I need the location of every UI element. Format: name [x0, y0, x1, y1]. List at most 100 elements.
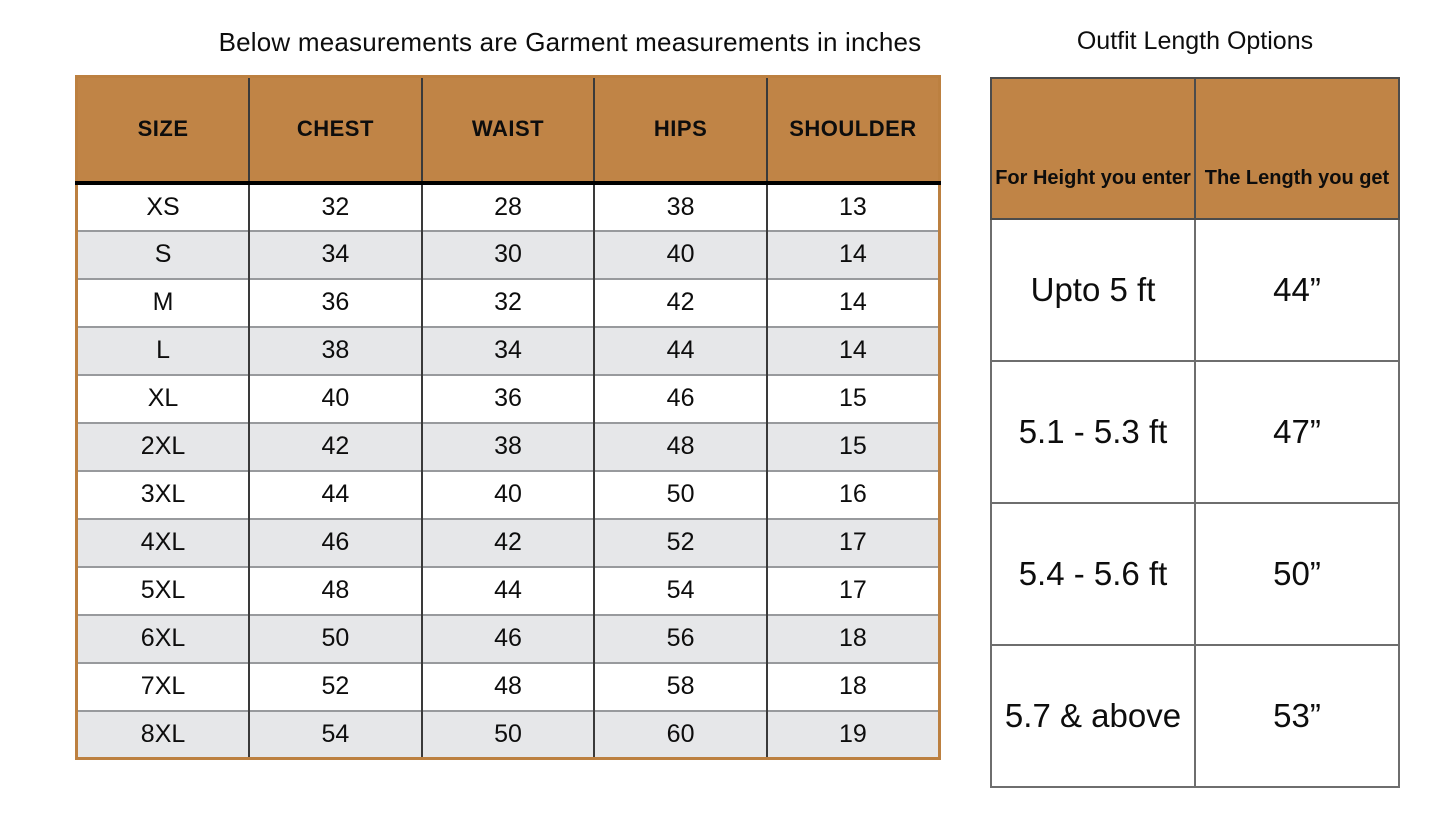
size-cell: 6XL	[76, 613, 250, 663]
column-header-height-you-enter: For Height you enter	[990, 77, 1196, 220]
garment-measurements-title: Below measurements are Garment measureme…	[218, 27, 922, 57]
hips-cell: 54	[593, 565, 767, 615]
waist-cell: 46	[420, 613, 595, 663]
length-table-row: 5.4 - 5.6 ft 50”	[990, 502, 1400, 646]
height-range-cell: 5.4 - 5.6 ft	[990, 502, 1196, 646]
shoulder-cell: 15	[765, 421, 940, 471]
chest-cell: 38	[248, 325, 422, 375]
waist-cell: 38	[420, 421, 595, 471]
chest-cell: 48	[248, 565, 422, 615]
shoulder-cell: 19	[765, 709, 940, 759]
shoulder-cell: 18	[765, 661, 940, 711]
height-range-cell: 5.1 - 5.3 ft	[990, 360, 1196, 504]
chest-cell: 46	[248, 517, 422, 567]
length-table-row: Upto 5 ft 44”	[990, 218, 1400, 362]
size-table-row: 5XL 48 44 54 17	[76, 565, 940, 615]
waist-cell: 34	[420, 325, 595, 375]
hips-cell: 58	[593, 661, 767, 711]
column-header-hips: HIPS	[593, 76, 767, 185]
chest-cell: 32	[248, 182, 422, 231]
shoulder-cell: 15	[765, 373, 940, 423]
shoulder-cell: 16	[765, 469, 940, 519]
size-table-header-row: SIZE CHEST WAIST HIPS SHOULDER	[76, 76, 940, 185]
shoulder-cell: 17	[765, 517, 940, 567]
shoulder-cell: 13	[765, 182, 940, 231]
size-table-row: 8XL 54 50 60 19	[76, 709, 940, 759]
waist-cell: 50	[420, 709, 595, 759]
waist-cell: 44	[420, 565, 595, 615]
chest-cell: 52	[248, 661, 422, 711]
length-value-cell: 44”	[1194, 218, 1400, 362]
waist-cell: 32	[420, 277, 595, 327]
hips-cell: 52	[593, 517, 767, 567]
size-cell: 2XL	[76, 421, 250, 471]
size-cell: 3XL	[76, 469, 250, 519]
size-table-row: S 34 30 40 14	[76, 229, 940, 279]
size-table-row: 4XL 46 42 52 17	[76, 517, 940, 567]
size-cell: XL	[76, 373, 250, 423]
column-header-chest: CHEST	[248, 76, 422, 185]
size-table-row: XL 40 36 46 15	[76, 373, 940, 423]
size-table-row: 2XL 42 38 48 15	[76, 421, 940, 471]
waist-cell: 42	[420, 517, 595, 567]
hips-cell: 42	[593, 277, 767, 327]
shoulder-cell: 14	[765, 229, 940, 279]
size-table-row: M 36 32 42 14	[76, 277, 940, 327]
size-table-row: 6XL 50 46 56 18	[76, 613, 940, 663]
waist-cell: 36	[420, 373, 595, 423]
length-table-header: For Height you enter The Length you get	[990, 77, 1400, 220]
height-range-cell: 5.7 & above	[990, 644, 1196, 788]
size-table-row: 7XL 52 48 58 18	[76, 661, 940, 711]
waist-cell: 28	[420, 182, 595, 231]
size-table-row: 3XL 44 40 50 16	[76, 469, 940, 519]
waist-cell: 30	[420, 229, 595, 279]
column-header-length-you-get: The Length you get	[1194, 77, 1400, 220]
length-table-body: Upto 5 ft 44” 5.1 - 5.3 ft 47” 5.4 - 5.6 ft 5…	[990, 218, 1400, 788]
size-cell: M	[76, 277, 250, 327]
hips-cell: 50	[593, 469, 767, 519]
shoulder-cell: 17	[765, 565, 940, 615]
hips-cell: 48	[593, 421, 767, 471]
shoulder-cell: 18	[765, 613, 940, 663]
size-table-row: L 38 34 44 14	[76, 325, 940, 375]
chest-cell: 54	[248, 709, 422, 759]
hips-cell: 38	[593, 182, 767, 231]
waist-cell: 40	[420, 469, 595, 519]
outfit-length-options-title: Outfit Length Options	[1076, 27, 1314, 55]
length-value-cell: 53”	[1194, 644, 1400, 788]
hips-cell: 60	[593, 709, 767, 759]
size-table-body: XS 32 28 38 13 S 34 30 40 14 M 36 32 42 14 L 38 34 44 14 XL 4…	[76, 182, 940, 759]
size-cell: 4XL	[76, 517, 250, 567]
size-cell: 7XL	[76, 661, 250, 711]
outfit-length-table: For Height you enter The Length you get …	[990, 77, 1400, 788]
chest-cell: 34	[248, 229, 422, 279]
chest-cell: 40	[248, 373, 422, 423]
chest-cell: 36	[248, 277, 422, 327]
length-value-cell: 50”	[1194, 502, 1400, 646]
chest-cell: 42	[248, 421, 422, 471]
shoulder-cell: 14	[765, 277, 940, 327]
size-cell: XS	[146, 192, 180, 221]
hips-cell: 44	[593, 325, 767, 375]
length-table-header-row: For Height you enter The Length you get	[990, 77, 1400, 220]
size-cell: L	[76, 325, 250, 375]
length-table-row: 5.1 - 5.3 ft 47”	[990, 360, 1400, 504]
height-range-cell: Upto 5 ft	[990, 218, 1196, 362]
hips-cell: 40	[593, 229, 767, 279]
size-table-header: SIZE CHEST WAIST HIPS SHOULDER	[76, 76, 940, 185]
size-measurements-table: SIZE CHEST WAIST HIPS SHOULDER XS 32 28 38 1…	[75, 75, 941, 760]
column-header-waist: WAIST	[420, 76, 595, 185]
size-cell: S	[76, 229, 250, 279]
size-table-row: XS 32 28 38 13	[76, 182, 940, 231]
column-header-shoulder: SHOULDER	[765, 76, 940, 185]
length-table-row: 5.7 & above 53”	[990, 644, 1400, 788]
size-cell: 8XL	[76, 709, 250, 759]
length-value-cell: 47”	[1194, 360, 1400, 504]
chest-cell: 44	[248, 469, 422, 519]
chest-cell: 50	[248, 613, 422, 663]
column-header-size: SIZE	[76, 76, 250, 185]
waist-cell: 48	[420, 661, 595, 711]
size-cell: 5XL	[76, 565, 250, 615]
shoulder-cell: 14	[765, 325, 940, 375]
